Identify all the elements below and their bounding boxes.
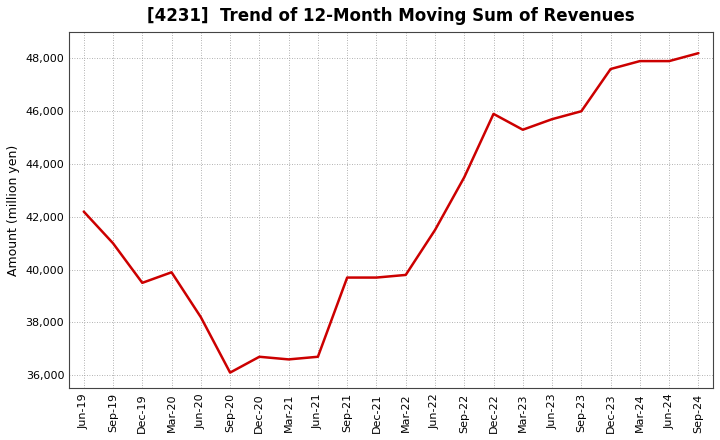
Title: [4231]  Trend of 12-Month Moving Sum of Revenues: [4231] Trend of 12-Month Moving Sum of R… xyxy=(148,7,635,25)
Y-axis label: Amount (million yen): Amount (million yen) xyxy=(7,145,20,276)
